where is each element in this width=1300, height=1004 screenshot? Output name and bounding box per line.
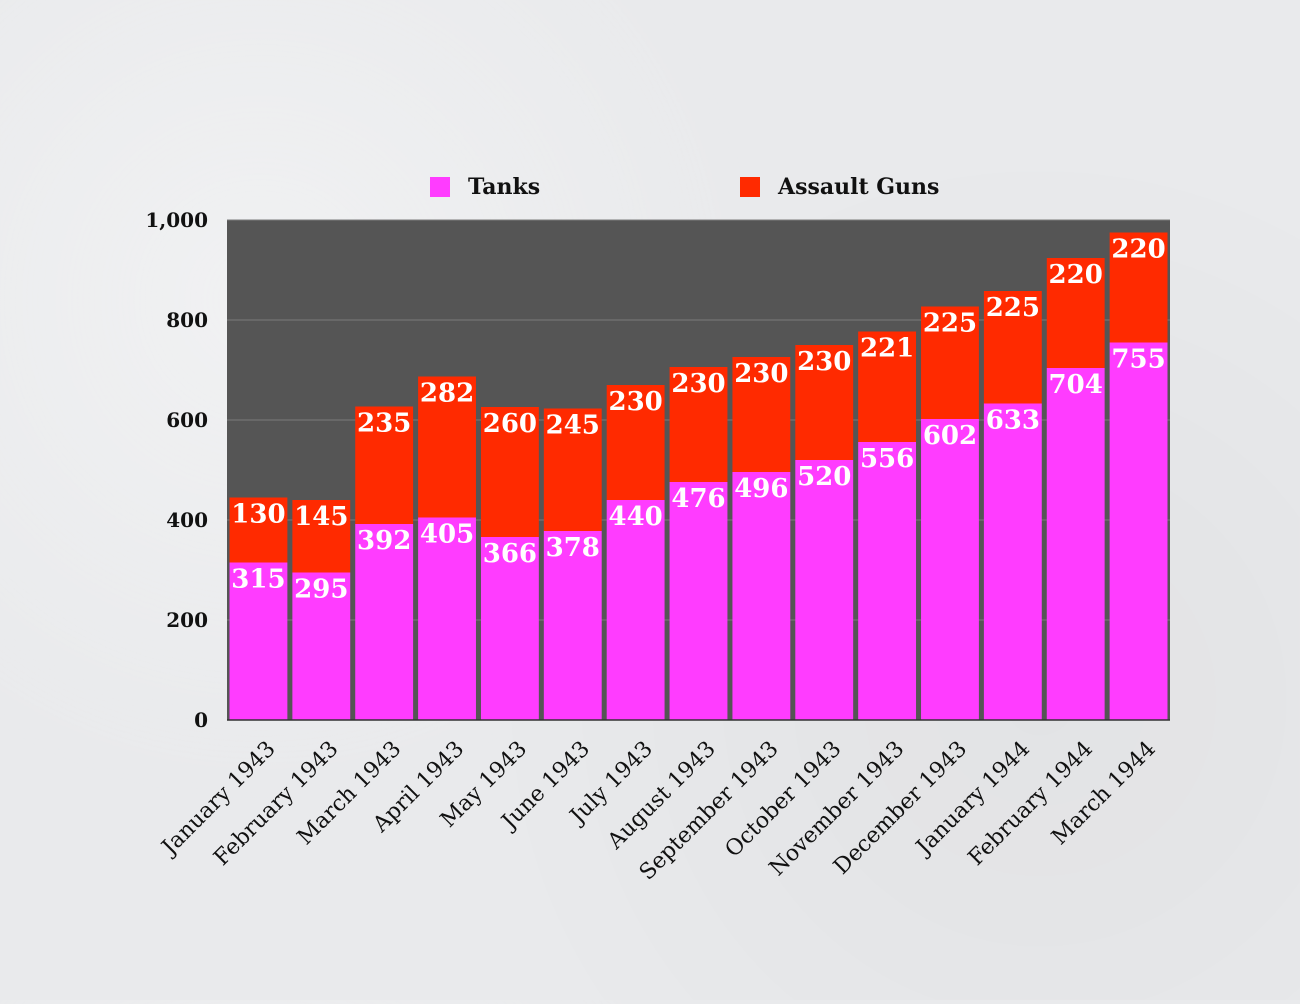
y-tick-label: 800 [166,308,208,332]
y-tick-label: 1,000 [145,208,208,232]
bar-tanks [1046,368,1105,720]
data-label-tanks: 405 [420,520,474,550]
data-label-assault-guns: 260 [483,409,537,439]
legend-swatch [740,177,760,197]
bar-tanks [732,472,791,720]
bar-tanks [418,517,476,720]
data-label-assault-guns: 230 [608,387,662,417]
bar-assault-guns [418,376,476,518]
bar-tanks [606,500,665,720]
bar-assault-guns [355,406,414,524]
bar-assault-guns [1109,232,1168,343]
bar-assault-guns [606,385,665,500]
bar-tanks [292,572,351,720]
legend-label: Assault Guns [777,174,939,200]
data-label-assault-guns: 230 [797,347,851,377]
data-label-assault-guns: 225 [923,309,977,339]
data-label-tanks: 602 [923,421,977,451]
bar-tanks [355,524,414,720]
data-label-tanks: 633 [986,406,1040,436]
bar-assault-guns [858,331,917,442]
data-label-tanks: 378 [546,533,600,563]
y-tick-label: 0 [194,708,208,732]
data-label-assault-guns: 145 [294,502,348,532]
data-label-assault-guns: 245 [546,411,600,441]
bar-tanks [795,460,854,720]
data-label-assault-guns: 221 [860,334,914,364]
data-label-assault-guns: 235 [357,409,411,439]
data-label-assault-guns: 230 [671,369,725,399]
data-label-tanks: 520 [797,462,851,492]
bar-tanks [480,537,539,720]
bar-tanks [1109,342,1168,720]
legend-label: Tanks [468,174,540,200]
bar-tanks [921,419,979,720]
data-label-assault-guns: 225 [986,293,1040,323]
data-label-tanks: 496 [734,474,788,504]
data-label-tanks: 440 [608,502,662,532]
data-label-assault-guns: 130 [231,500,285,530]
legend-swatch [430,177,450,197]
x-tick-label: January 1943 [156,737,281,862]
bar-assault-guns [921,306,979,419]
data-label-tanks: 315 [231,565,285,595]
data-label-tanks: 366 [483,539,537,569]
data-label-tanks: 755 [1111,345,1165,375]
data-label-tanks: 704 [1049,370,1103,400]
bar-assault-guns [480,407,539,537]
bar-assault-guns [669,367,728,482]
bar-assault-guns [732,357,791,472]
x-tick-label: August 1943 [602,737,720,855]
data-label-tanks: 392 [357,526,411,556]
bar-assault-guns [292,500,351,573]
bar-assault-guns [983,291,1042,404]
data-label-assault-guns: 282 [420,379,474,409]
data-label-tanks: 556 [860,444,914,474]
y-tick-label: 600 [166,408,208,432]
x-tick-label: January 1944 [910,737,1035,862]
bar-assault-guns [795,345,854,460]
bar-tanks [543,531,602,720]
bar-tanks [983,403,1042,720]
data-label-assault-guns: 220 [1049,260,1103,290]
data-label-tanks: 476 [671,484,725,514]
y-tick-label: 200 [166,608,208,632]
bar-tanks [229,562,288,720]
data-label-assault-guns: 230 [734,359,788,389]
data-label-assault-guns: 220 [1111,235,1165,265]
y-tick-label: 400 [166,508,208,532]
bar-assault-guns [543,408,602,531]
bar-assault-guns [229,497,288,563]
bar-tanks [858,442,917,720]
bar-assault-guns [1046,258,1105,368]
bar-tanks [669,482,728,720]
data-label-tanks: 295 [294,575,348,605]
